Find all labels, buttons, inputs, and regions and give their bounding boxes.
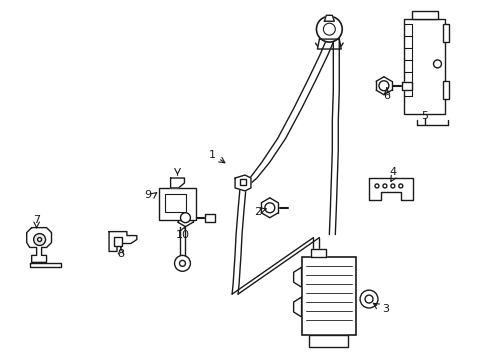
Polygon shape (402, 82, 412, 90)
Polygon shape (235, 175, 251, 191)
Polygon shape (369, 178, 413, 200)
Bar (443, 81, 449, 99)
Polygon shape (294, 267, 301, 287)
Text: 6: 6 (383, 91, 391, 101)
Text: 10: 10 (175, 230, 190, 239)
Text: 5: 5 (421, 111, 428, 121)
Polygon shape (294, 297, 301, 317)
Polygon shape (109, 231, 137, 251)
Bar (404, 19, 445, 113)
Bar (301, 257, 356, 335)
Bar (412, 11, 438, 19)
Bar (159, 188, 196, 220)
Circle shape (360, 290, 378, 308)
Circle shape (383, 184, 387, 188)
Circle shape (391, 184, 395, 188)
Circle shape (180, 213, 191, 223)
Polygon shape (324, 15, 334, 21)
Bar (443, 24, 449, 42)
Circle shape (174, 255, 191, 271)
Circle shape (265, 203, 275, 213)
Polygon shape (310, 335, 348, 347)
Circle shape (323, 23, 335, 35)
Polygon shape (30, 264, 61, 267)
Circle shape (34, 234, 46, 246)
Text: 2: 2 (254, 207, 262, 217)
Polygon shape (26, 228, 51, 262)
Circle shape (38, 238, 42, 242)
Circle shape (379, 81, 389, 91)
Circle shape (179, 260, 185, 266)
Circle shape (399, 184, 403, 188)
Polygon shape (205, 214, 215, 222)
Polygon shape (312, 249, 326, 257)
Bar (165, 194, 187, 212)
Text: 9: 9 (144, 190, 151, 200)
Bar (240, 179, 246, 185)
Polygon shape (318, 39, 341, 49)
Text: 8: 8 (118, 249, 124, 260)
Polygon shape (171, 178, 184, 188)
Circle shape (317, 16, 342, 42)
Circle shape (375, 184, 379, 188)
Text: 1: 1 (209, 150, 216, 160)
Text: 3: 3 (382, 304, 390, 314)
Text: 7: 7 (33, 215, 40, 225)
Text: 4: 4 (389, 167, 396, 177)
Bar (114, 237, 122, 247)
Circle shape (365, 295, 373, 303)
Circle shape (434, 60, 441, 68)
